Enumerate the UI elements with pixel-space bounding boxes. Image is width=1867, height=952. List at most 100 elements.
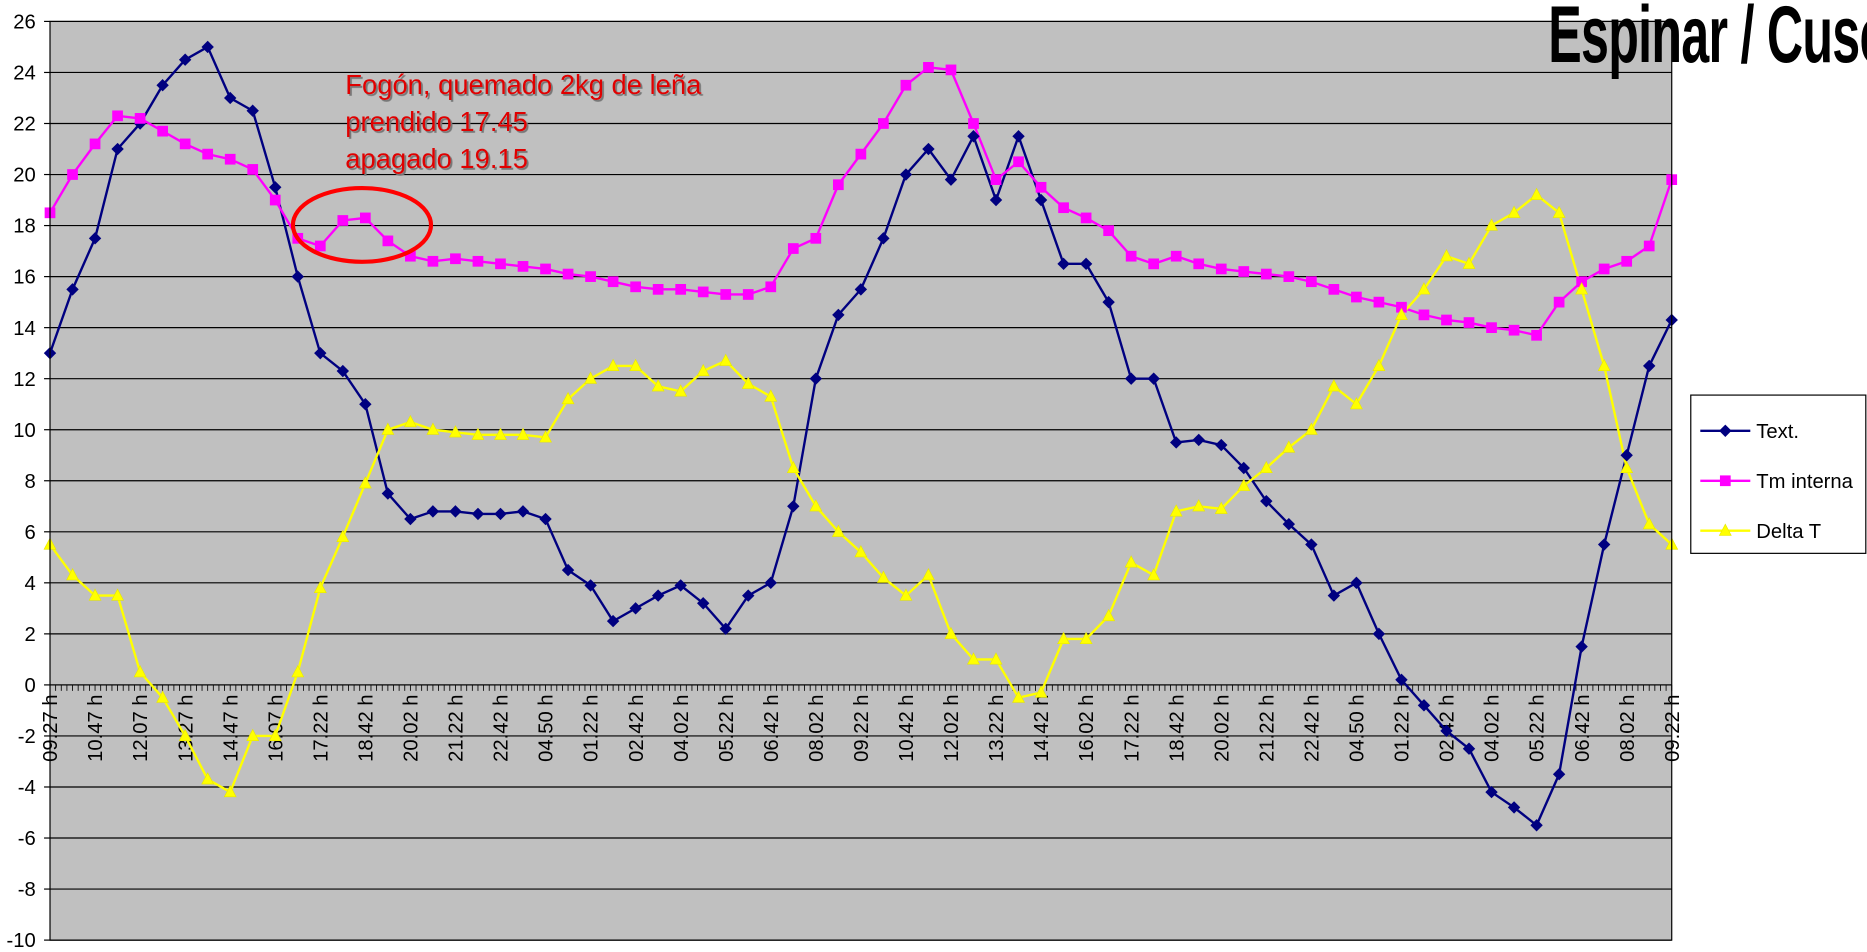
data-point: [449, 505, 462, 518]
data-point: [630, 281, 641, 293]
x-tick-label: 13.27 h: [175, 694, 197, 761]
data-point: [359, 212, 371, 224]
data-point: [382, 235, 394, 247]
data-point: [539, 430, 552, 443]
data-point: [268, 728, 282, 742]
x-tick-label: 18.42 h: [1166, 694, 1188, 761]
data-point: [223, 784, 237, 798]
data-point: [88, 232, 102, 245]
data-point: [133, 664, 147, 678]
data-point: [584, 579, 597, 592]
data-point: [336, 364, 350, 378]
data-point: [1597, 538, 1611, 551]
x-tick-label: 12.07 h: [130, 694, 152, 761]
data-point: [472, 255, 484, 267]
data-point: [878, 118, 889, 129]
data-point: [1328, 284, 1340, 295]
data-point: [1058, 202, 1069, 214]
data-point: [1620, 449, 1633, 462]
x-tick-label: 01.22 h: [581, 694, 603, 761]
data-point: [1012, 690, 1025, 703]
data-point: [719, 353, 733, 366]
data-point: [1215, 263, 1227, 275]
data-point: [990, 174, 1002, 185]
data-point: [1147, 567, 1161, 581]
data-point: [134, 113, 146, 124]
data-point: [1642, 516, 1656, 530]
data-point: [584, 371, 598, 384]
x-tick-label: 17.22 h: [1121, 694, 1143, 761]
data-point: [832, 308, 845, 322]
data-point: [1192, 499, 1206, 512]
data-point: [810, 232, 822, 244]
data-point: [900, 79, 912, 91]
y-tick-label: -2: [18, 726, 36, 748]
data-point: [809, 372, 823, 385]
data-point: [1080, 212, 1092, 224]
data-point: [1305, 276, 1317, 288]
data-point: [585, 271, 596, 282]
data-point: [403, 414, 417, 428]
data-point: [336, 529, 350, 542]
data-point: [1238, 266, 1250, 277]
x-tick-label: 22.42 h: [1301, 694, 1323, 761]
data-point: [1531, 329, 1542, 341]
x-tick-label: 06.42 h: [761, 694, 783, 761]
data-point: [246, 104, 259, 117]
plot-border: [49, 20, 1673, 941]
data-point: [427, 255, 439, 267]
data-point: [877, 232, 890, 245]
data-point: [1440, 724, 1453, 738]
data-point: [606, 358, 620, 371]
data-point: [201, 40, 214, 54]
data-point: [1462, 256, 1476, 269]
data-point: [831, 524, 845, 537]
data-point: [697, 597, 710, 610]
data-point: [1079, 257, 1093, 271]
data-point: [651, 379, 665, 392]
data-point: [1259, 460, 1273, 474]
data-point: [1260, 268, 1272, 280]
data-point: [786, 460, 800, 474]
data-point: [1305, 538, 1318, 551]
data-point: [923, 61, 934, 73]
data-point: [922, 142, 935, 156]
data-point: [1169, 504, 1183, 517]
data-point: [1462, 742, 1476, 755]
data-point: [516, 505, 530, 518]
data-point: [1530, 187, 1544, 201]
data-point: [1417, 699, 1431, 712]
data-point: [178, 53, 192, 66]
data-point: [179, 138, 191, 150]
data-point: [944, 626, 958, 639]
data-point: [854, 545, 868, 558]
legend-label: Tm interna: [1756, 471, 1853, 493]
data-point: [921, 567, 935, 581]
data-point: [1575, 640, 1588, 653]
data-point: [606, 614, 620, 628]
data-point: [765, 281, 777, 293]
data-point: [426, 505, 440, 518]
data-point: [1304, 422, 1318, 435]
y-tick-label: 22: [13, 114, 36, 136]
data-point: [1351, 291, 1362, 303]
data-point: [1598, 263, 1610, 275]
data-point: [202, 148, 214, 160]
data-point: [471, 427, 485, 440]
x-tick-label: 04.02 h: [671, 694, 693, 761]
data-point: [832, 179, 844, 191]
x-tick-label: 06.42 h: [1572, 694, 1594, 761]
data-point: [66, 283, 79, 296]
data-point: [359, 398, 372, 411]
annotation-line: Fogón, quemado 2kg de leña: [345, 69, 702, 100]
data-point: [1620, 460, 1634, 474]
data-point: [945, 64, 957, 76]
data-point: [629, 602, 642, 615]
data-point: [358, 476, 372, 489]
data-point: [1079, 631, 1093, 645]
data-point: [1013, 156, 1024, 168]
data-point: [495, 258, 506, 270]
data-point: [561, 391, 575, 405]
annotation-line: apagado 19.15: [345, 143, 528, 174]
